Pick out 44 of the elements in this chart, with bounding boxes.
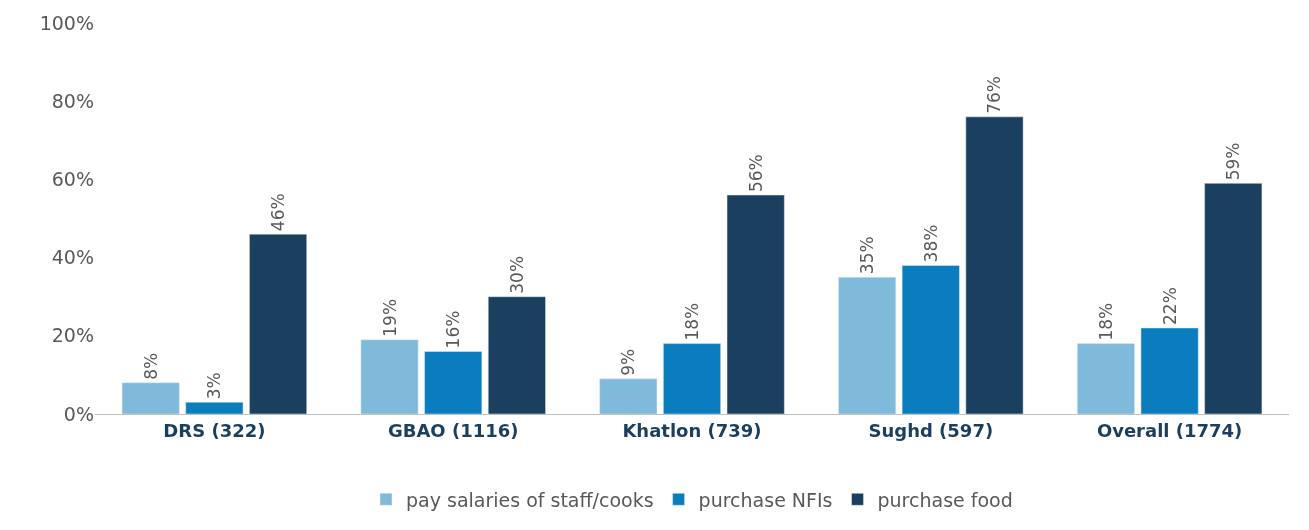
bar xyxy=(424,351,483,414)
x-tick-label: Overall (1774) xyxy=(1096,419,1243,441)
data-label: 3% xyxy=(204,372,225,400)
y-tick-label: 20% xyxy=(51,324,94,347)
bar xyxy=(185,402,244,414)
data-label: 59% xyxy=(1223,142,1244,181)
bar xyxy=(965,116,1024,414)
bar xyxy=(487,296,546,414)
y-tick-label: 40% xyxy=(51,246,94,269)
x-tick-label: Khatlon (739) xyxy=(622,419,762,441)
bar xyxy=(726,194,785,414)
data-label: 38% xyxy=(920,224,941,263)
bar xyxy=(249,233,307,414)
bar xyxy=(121,382,180,414)
data-label: 46% xyxy=(268,193,289,232)
bar xyxy=(1077,343,1135,414)
bar xyxy=(599,378,658,414)
data-label: 18% xyxy=(682,302,702,341)
bar xyxy=(663,343,721,414)
data-label: 19% xyxy=(379,298,400,337)
bar xyxy=(1140,327,1199,414)
data-label: 16% xyxy=(443,310,464,349)
data-label: 76% xyxy=(984,76,1005,114)
y-tick-label: 100% xyxy=(39,11,94,34)
legend-label: pay salaries of staff/cooks xyxy=(406,488,654,511)
data-label: 30% xyxy=(506,255,527,294)
y-tick-label: 60% xyxy=(51,168,94,191)
bar xyxy=(1204,183,1263,414)
data-label: 56% xyxy=(745,154,766,193)
data-label: 22% xyxy=(1159,287,1180,325)
data-label: 8% xyxy=(140,352,161,380)
data-label: 9% xyxy=(618,348,639,376)
x-tick-label: Sughd (597) xyxy=(868,419,994,441)
bar xyxy=(901,265,960,414)
legend-label: purchase NFIs xyxy=(698,488,833,511)
y-tick-label: 80% xyxy=(51,89,94,112)
x-tick-label: GBAO (1116) xyxy=(387,419,519,441)
x-tick-label: DRS (322) xyxy=(163,419,266,441)
legend-label: purchase food xyxy=(877,488,1013,511)
bar xyxy=(360,339,419,414)
bar xyxy=(838,276,897,414)
data-label: 35% xyxy=(857,236,878,275)
y-tick-label: 0% xyxy=(63,402,94,425)
data-label: 18% xyxy=(1095,302,1116,341)
